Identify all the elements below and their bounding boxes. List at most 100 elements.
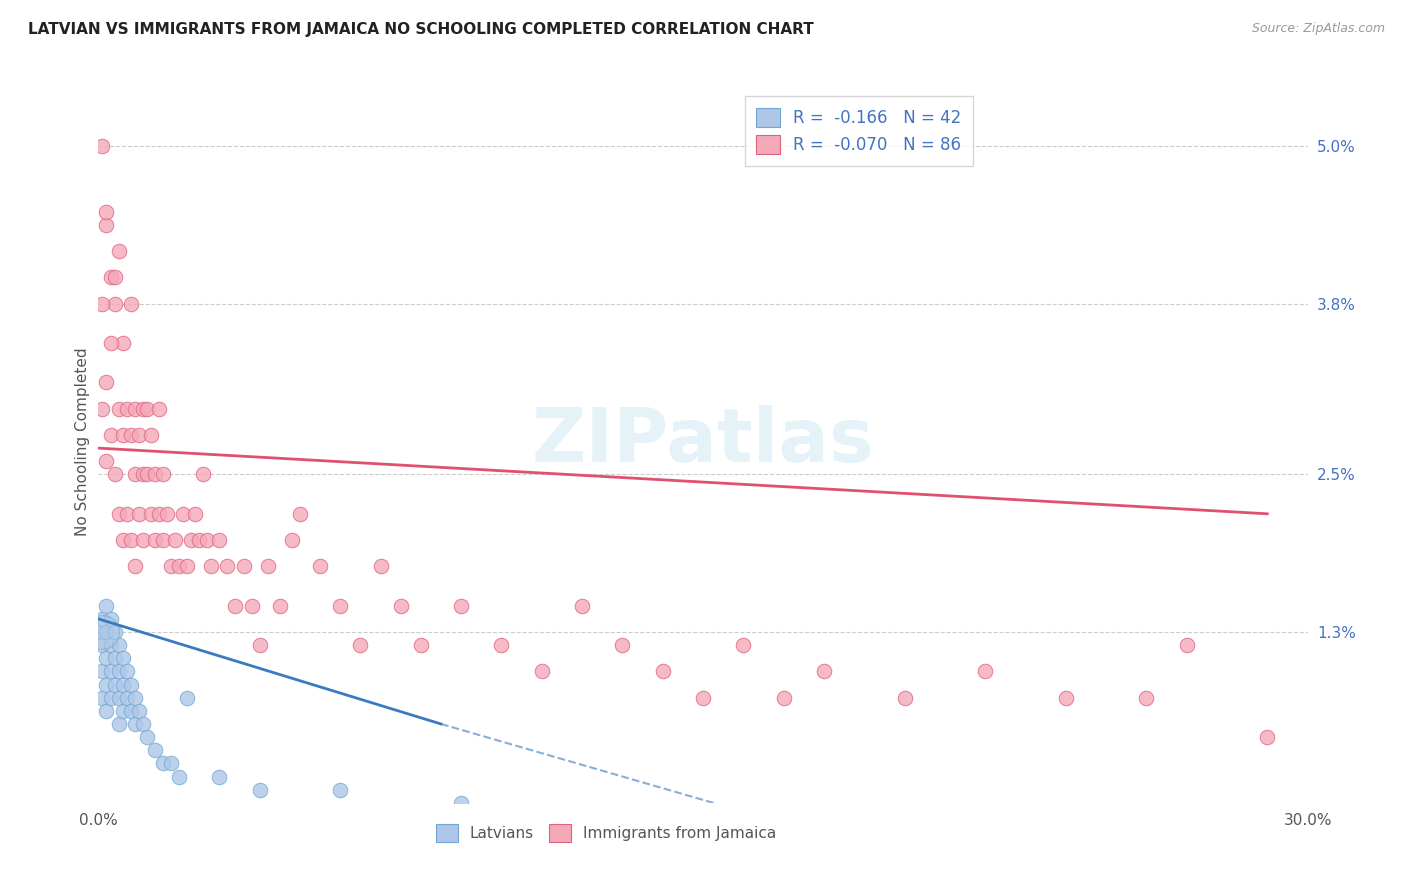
Point xyxy=(124,559,146,574)
Point xyxy=(188,533,211,547)
Point xyxy=(160,756,183,771)
Point xyxy=(208,533,231,547)
Point xyxy=(91,296,114,310)
Point xyxy=(1256,730,1278,744)
Point xyxy=(651,665,673,679)
Point xyxy=(124,717,146,731)
Point xyxy=(450,599,472,613)
Point xyxy=(96,677,118,691)
Point xyxy=(232,559,254,574)
Point xyxy=(100,638,122,652)
Point xyxy=(152,467,174,482)
Point xyxy=(96,376,118,390)
Point xyxy=(974,665,997,679)
Point xyxy=(120,533,142,547)
Point xyxy=(163,533,186,547)
Point xyxy=(217,559,239,574)
Point xyxy=(172,507,194,521)
Point xyxy=(813,665,835,679)
Point xyxy=(571,599,593,613)
Point xyxy=(128,507,150,521)
Point xyxy=(100,665,122,679)
Point xyxy=(249,782,271,797)
Point xyxy=(389,599,412,613)
Point xyxy=(256,559,278,574)
Point xyxy=(120,704,142,718)
Point xyxy=(96,218,118,232)
Point xyxy=(143,743,166,757)
Point xyxy=(132,533,155,547)
Point xyxy=(692,690,714,705)
Point xyxy=(91,638,114,652)
Point xyxy=(184,507,207,521)
Point xyxy=(111,651,134,665)
Point xyxy=(103,651,125,665)
Legend: Latvians, Immigrants from Jamaica: Latvians, Immigrants from Jamaica xyxy=(429,816,783,849)
Point xyxy=(96,704,118,718)
Point xyxy=(329,782,352,797)
Point xyxy=(120,677,142,691)
Point xyxy=(132,467,155,482)
Point xyxy=(1175,638,1198,652)
Point xyxy=(100,690,122,705)
Point xyxy=(115,690,138,705)
Point xyxy=(370,559,392,574)
Point xyxy=(103,467,125,482)
Point xyxy=(96,651,118,665)
Point xyxy=(107,690,129,705)
Point xyxy=(152,533,174,547)
Point xyxy=(160,559,183,574)
Point xyxy=(180,533,202,547)
Point xyxy=(176,690,198,705)
Point xyxy=(96,454,118,468)
Point xyxy=(103,625,125,640)
Y-axis label: No Schooling Completed: No Schooling Completed xyxy=(75,347,90,536)
Point xyxy=(176,559,198,574)
Point xyxy=(128,704,150,718)
Point xyxy=(91,690,114,705)
Point xyxy=(115,665,138,679)
Point xyxy=(124,401,146,416)
Point xyxy=(107,717,129,731)
Point xyxy=(96,599,118,613)
Point xyxy=(91,625,114,640)
Point xyxy=(100,612,122,626)
Point xyxy=(132,401,155,416)
Point xyxy=(91,625,114,640)
Point xyxy=(120,296,142,310)
Point xyxy=(100,336,122,351)
Point xyxy=(139,428,162,442)
Point xyxy=(329,599,352,613)
Point xyxy=(167,770,190,784)
Point xyxy=(91,401,114,416)
Point xyxy=(143,533,166,547)
Text: LATVIAN VS IMMIGRANTS FROM JAMAICA NO SCHOOLING COMPLETED CORRELATION CHART: LATVIAN VS IMMIGRANTS FROM JAMAICA NO SC… xyxy=(28,22,814,37)
Point xyxy=(115,401,138,416)
Point xyxy=(193,467,215,482)
Point xyxy=(107,244,129,258)
Point xyxy=(111,677,134,691)
Point xyxy=(269,599,291,613)
Point xyxy=(167,559,190,574)
Point xyxy=(450,796,472,810)
Point xyxy=(148,401,170,416)
Point xyxy=(107,401,129,416)
Point xyxy=(103,296,125,310)
Point xyxy=(135,467,157,482)
Point xyxy=(409,638,432,652)
Point xyxy=(124,467,146,482)
Point xyxy=(111,336,134,351)
Point xyxy=(208,770,231,784)
Point xyxy=(96,204,118,219)
Point xyxy=(135,730,157,744)
Point xyxy=(200,559,222,574)
Point xyxy=(349,638,371,652)
Point xyxy=(1054,690,1077,705)
Point xyxy=(103,270,125,285)
Point xyxy=(530,665,553,679)
Point xyxy=(111,704,134,718)
Point xyxy=(132,717,155,731)
Point xyxy=(733,638,755,652)
Point xyxy=(148,507,170,521)
Point xyxy=(240,599,263,613)
